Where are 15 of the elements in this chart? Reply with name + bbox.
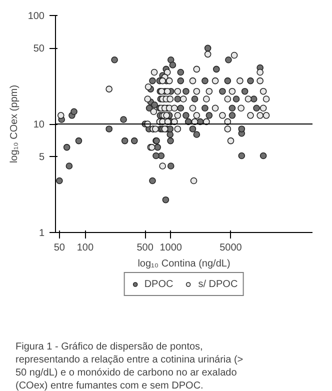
y-tick-label: 1 [38, 228, 45, 239]
y-tick-label: 10 [33, 120, 45, 130]
y-tick-label: 100 [28, 11, 45, 22]
legend-label: DPOC [144, 278, 174, 290]
x-tick-label: 1000 [160, 242, 182, 254]
y-tick-label: 5 [38, 152, 45, 164]
x-tick-label: 500 [136, 242, 154, 254]
y-tick-label: 50 [33, 44, 45, 55]
x-tick-label: 5000 [220, 242, 242, 254]
x-tick-label: 50 [54, 242, 66, 254]
legend-label: s/ DPOC [198, 278, 238, 290]
x-tick-label: 100 [76, 242, 94, 254]
x-axis-title: log₁₀ Contina (ng/dL) [138, 258, 230, 270]
text: Figura 1 - Gráfico de dispersão de pontos, representando a relação entre a cotinina urinária (> 50 ng/dL) e o monóxido de carbono no ar exalado (COex) entre fumantes com e sem DPOC. [16, 342, 244, 391]
y-axis-title: log₁₀ COex (ppm) [8, 84, 20, 164]
